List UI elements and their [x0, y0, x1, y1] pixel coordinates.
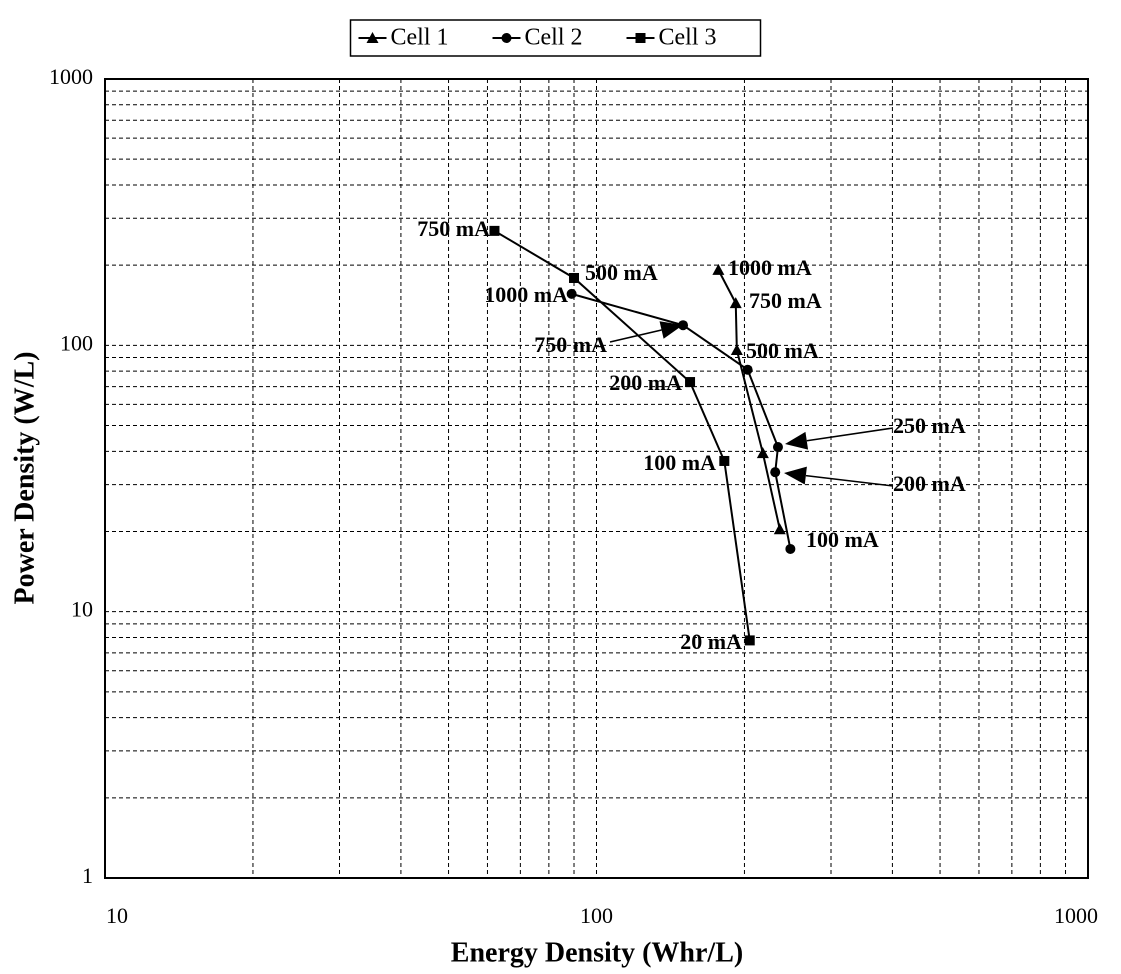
legend-label: Cell 2 — [525, 25, 583, 51]
annotation-arrow — [609, 329, 662, 343]
marker — [719, 455, 730, 466]
annotation: 250 mA — [893, 413, 966, 438]
y-tick-label: 1000 — [49, 64, 93, 89]
annotation: 750 mA — [417, 216, 490, 241]
annotation: 1000 mA — [484, 282, 568, 307]
x-tick-label: 1000 — [1054, 903, 1098, 928]
series-line — [571, 292, 792, 550]
x-tick-label: 10 — [106, 903, 128, 928]
annotation-arrow — [805, 474, 894, 487]
annotation: 750 mA — [534, 332, 607, 357]
arrow-head — [784, 466, 807, 485]
marker — [744, 635, 755, 646]
annotation: 200 mA — [609, 370, 682, 395]
marker — [712, 263, 725, 275]
annotation: 20 mA — [680, 629, 742, 654]
legend-label: Cell 3 — [659, 25, 717, 51]
annotation: 500 mA — [585, 260, 658, 285]
marker — [730, 344, 743, 356]
marker — [366, 32, 379, 43]
annotation-arrow — [806, 427, 894, 442]
marker — [785, 543, 796, 554]
marker — [678, 320, 689, 331]
marker — [772, 442, 783, 453]
marker — [569, 272, 580, 283]
marker — [773, 523, 786, 535]
y-tick-label: 10 — [71, 597, 93, 622]
marker — [729, 297, 742, 309]
marker — [742, 364, 753, 375]
annotation: 100 mA — [643, 450, 716, 475]
legend-label: Cell 1 — [391, 25, 449, 51]
annotation: 750 mA — [749, 288, 822, 313]
marker — [685, 377, 696, 388]
annotation: 1000 mA — [728, 255, 812, 280]
annotation: 100 mA — [806, 527, 879, 552]
x-axis-title: Energy Density (Whr/L) — [451, 937, 743, 968]
legend-box — [349, 19, 762, 57]
marker — [756, 447, 769, 459]
marker — [635, 33, 646, 43]
x-tick-label: 100 — [580, 903, 613, 928]
marker — [489, 225, 500, 236]
plot-frame — [104, 78, 1089, 879]
y-axis-title: Power Density (W/L) — [9, 352, 40, 605]
marker — [770, 467, 781, 478]
marker — [501, 33, 512, 43]
marker — [566, 288, 577, 299]
arrow-head — [785, 431, 809, 450]
arrow-head — [659, 321, 683, 339]
annotation: 500 mA — [746, 338, 819, 363]
annotation: 200 mA — [893, 471, 966, 496]
y-tick-label: 100 — [60, 330, 93, 355]
y-tick-label: 1 — [82, 863, 93, 888]
legend: Cell 1 Cell 2 Cell 3 — [349, 19, 762, 57]
